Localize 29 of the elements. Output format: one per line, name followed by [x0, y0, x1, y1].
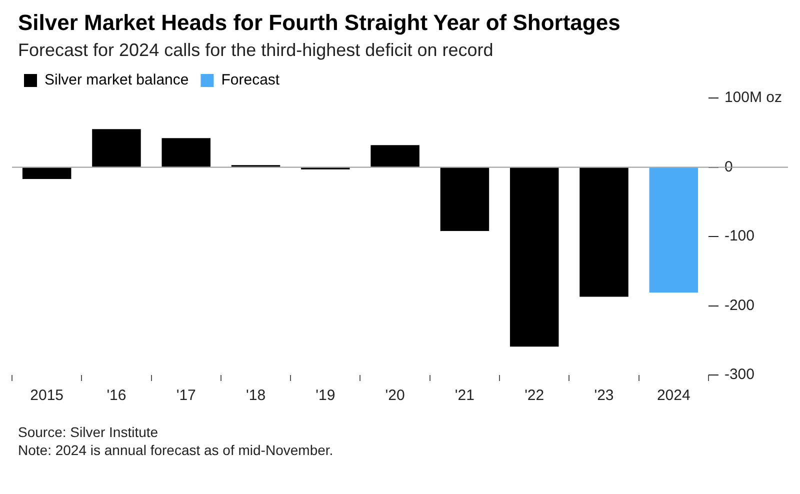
bar: [440, 168, 490, 231]
legend-label: Forecast: [221, 72, 280, 89]
y-tick-label: -300: [724, 366, 754, 384]
source-note: Source: Silver Institute: [18, 423, 160, 441]
x-tick-label: '20: [385, 387, 405, 404]
x-tick-label: '19: [316, 387, 336, 404]
bar: [649, 168, 698, 293]
legend-label: Silver market balance: [44, 72, 189, 89]
x-tick-label: '18: [246, 387, 266, 404]
bar: [92, 129, 141, 167]
bar: [162, 138, 210, 167]
x-tick-label: '23: [594, 387, 614, 404]
chart-title: Silver Market Heads for Fourth Straight Year of Shortages: [18, 10, 622, 36]
x-tick-label: '16: [106, 387, 126, 404]
chart-subtitle: Forecast for 2024 calls for the third-highest deficit on record: [18, 40, 494, 61]
x-tick-label: 2024: [656, 387, 690, 404]
text: Note: 2024 is annual forecast as of mid-November.: [18, 441, 334, 459]
y-tick-label: -200: [724, 296, 754, 314]
y-tick-label: -100: [724, 228, 754, 245]
bar: [370, 145, 420, 167]
y-tick-label: 100M oz: [724, 89, 782, 106]
bar: [22, 168, 72, 180]
x-tick-label: 2015: [30, 387, 64, 404]
bar: [580, 168, 628, 297]
x-tick-label: '21: [454, 387, 474, 404]
x-tick-label: '17: [176, 387, 196, 404]
bar: [510, 168, 559, 347]
x-tick-label: '22: [524, 387, 544, 404]
y-tick-label: 0: [724, 158, 733, 176]
